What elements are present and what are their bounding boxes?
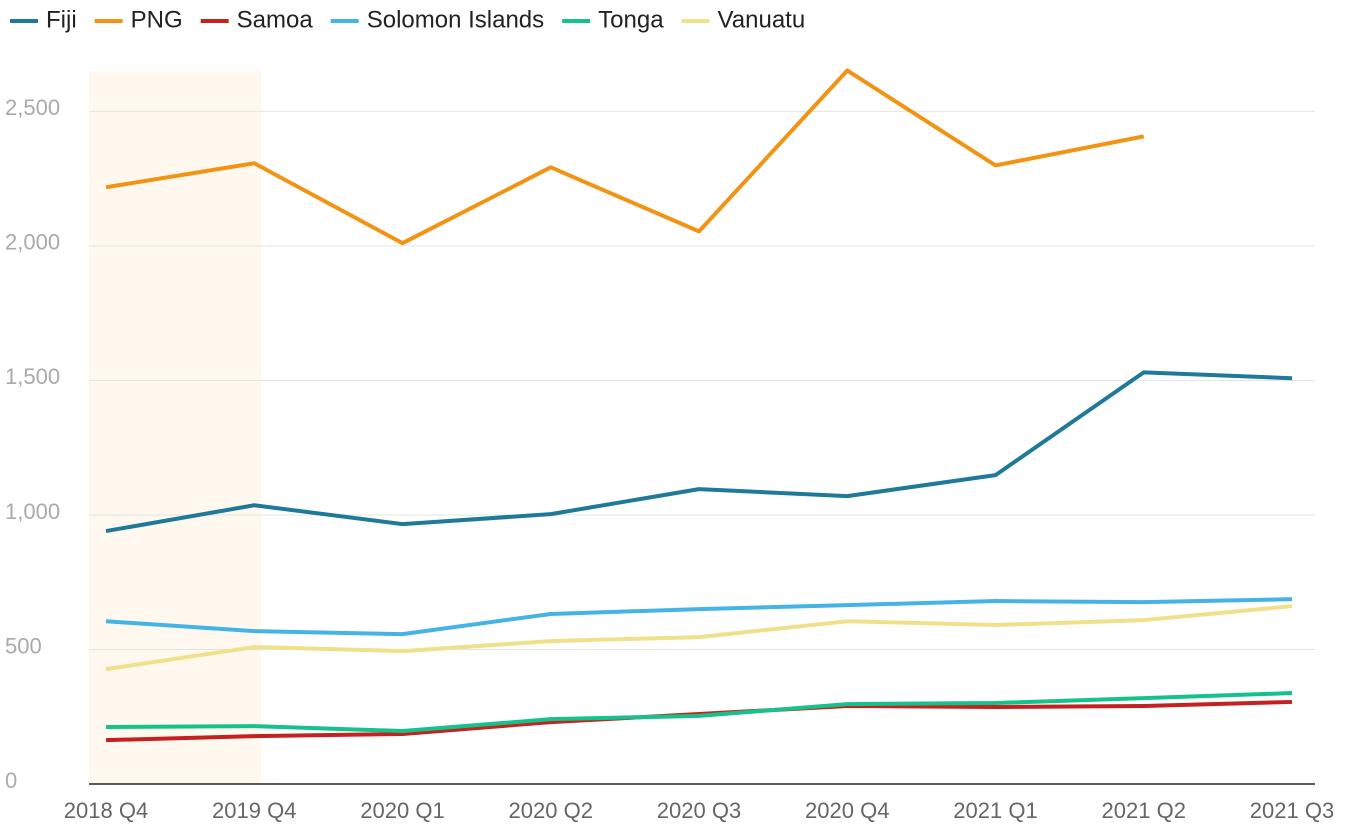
legend-label: Solomon Islands [367,6,544,33]
x-tick-label: 2020 Q3 [657,798,741,823]
y-tick-label: 2,000 [5,230,60,255]
x-tick-label: 2019 Q4 [212,798,296,823]
series-line [105,68,1145,246]
y-tick-label: 500 [5,633,42,658]
y-tick-label: 1,500 [5,364,60,389]
highlight-band [89,71,261,784]
x-tick-label: 2020 Q4 [805,798,889,823]
series-line [105,604,1293,672]
legend-label: Tonga [598,6,664,33]
legend-label: PNG [131,6,183,33]
y-tick-label: 0 [5,768,17,793]
x-tick-label: 2020 Q1 [360,798,444,823]
x-tick-label: 2021 Q1 [953,798,1037,823]
legend-label: Samoa [237,6,314,33]
x-tick-label: 2018 Q4 [64,798,148,823]
y-tick-label: 2,500 [5,95,60,120]
legend-label: Vanuatu [718,6,806,33]
x-tick-label: 2021 Q2 [1102,798,1186,823]
y-tick-label: 1,000 [5,499,60,524]
x-tick-label: 2020 Q2 [509,798,593,823]
series-line [105,370,1293,534]
series-line [105,597,1293,637]
legend-label: Fiji [46,6,77,33]
series-line [105,699,1293,743]
x-tick-label: 2021 Q3 [1250,798,1334,823]
series-line [105,691,1293,733]
